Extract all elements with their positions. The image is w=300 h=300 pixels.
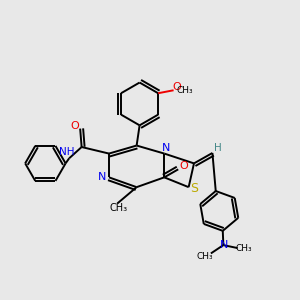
- Text: O: O: [180, 161, 189, 171]
- Text: NH: NH: [59, 147, 74, 157]
- Text: methyl: methyl: [0, 299, 1, 300]
- Text: N: N: [162, 143, 170, 153]
- Text: CH₃: CH₃: [177, 86, 193, 95]
- Text: CH₃: CH₃: [110, 203, 128, 213]
- Text: S: S: [190, 182, 198, 195]
- Text: CH₃: CH₃: [196, 252, 213, 261]
- Text: H: H: [214, 142, 222, 153]
- Text: O: O: [70, 121, 79, 131]
- Text: CH₃: CH₃: [235, 244, 252, 253]
- Text: N: N: [220, 239, 228, 250]
- Text: O: O: [172, 82, 181, 92]
- Text: N: N: [98, 172, 106, 182]
- Text: methyl: methyl: [0, 299, 1, 300]
